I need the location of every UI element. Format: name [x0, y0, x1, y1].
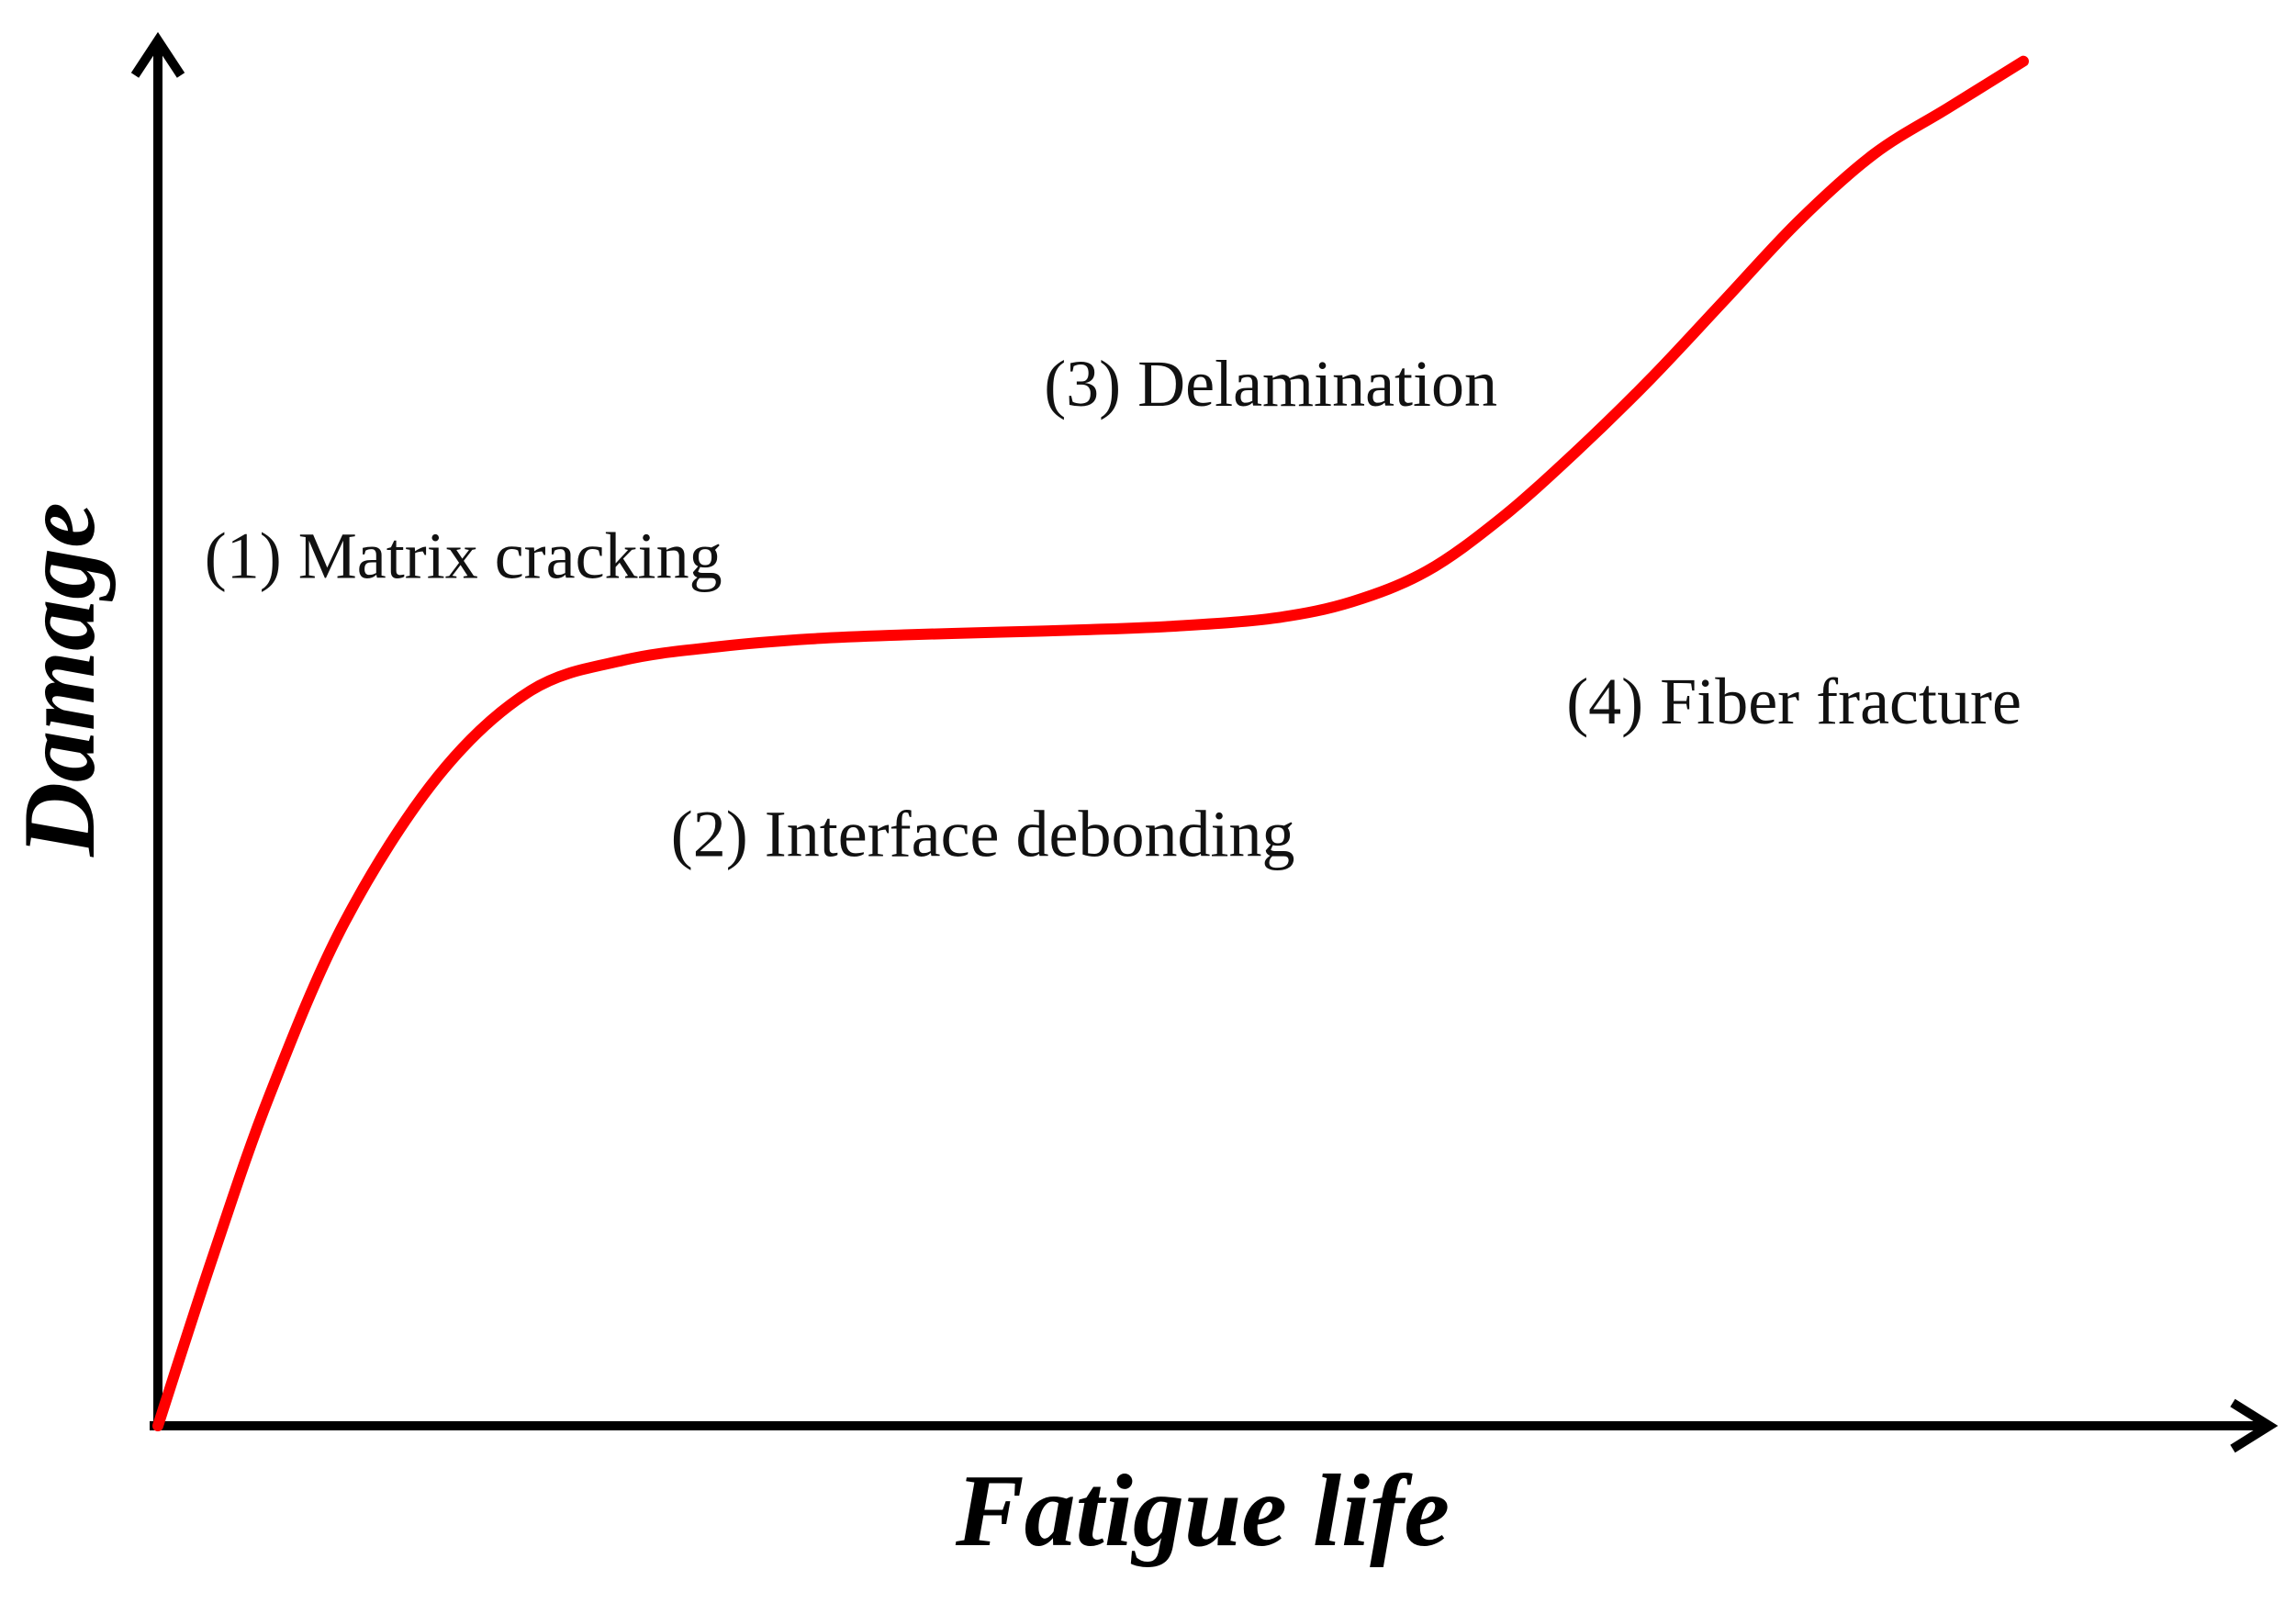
stage-label-2: (2) Interface debonding [671, 798, 1295, 871]
stage-label-4: (4) Fiber fracture [1566, 665, 2022, 738]
x-axis-title: Fatigue life [955, 1454, 1450, 1568]
annotations: (1) Matrix cracking (2) Interface debondi… [205, 347, 2022, 871]
y-axis-title: Damage [3, 502, 117, 858]
axes [130, 31, 2279, 1453]
x-axis-arrowhead [2230, 1398, 2279, 1453]
y-axis-arrowhead [130, 31, 185, 78]
damage-curve-line [152, 55, 2029, 1431]
stage-label-1: (1) Matrix cracking [205, 520, 722, 593]
stage-label-3: (3) Delamination [1044, 347, 1497, 420]
